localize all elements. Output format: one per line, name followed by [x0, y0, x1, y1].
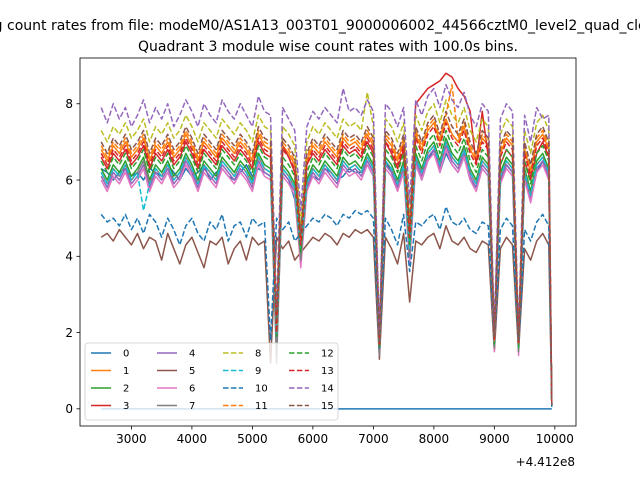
legend-entry-0: 0 [91, 349, 129, 360]
legend-label: 14 [321, 384, 334, 395]
legend-label: 6 [189, 384, 195, 395]
axes: 3000 4000 5000 6000 7000 8000 9000 10000 0 2 4 6 8 [65, 57, 577, 446]
legend-entry-6: 6 [157, 384, 195, 395]
legend-label: 4 [189, 349, 195, 360]
series-line-8 [100, 91, 553, 406]
series-line-9 [100, 141, 553, 406]
legend-label: 7 [189, 401, 195, 412]
legend-label: 15 [321, 401, 334, 412]
legend-label: 10 [255, 384, 268, 395]
legend-label: 3 [123, 401, 129, 412]
legend-label: 9 [255, 366, 261, 377]
figure-suptitle: Plotting count rates from file: modeM0/A… [0, 18, 640, 34]
legend-entry-15: 15 [289, 401, 334, 412]
legend-entry-10: 10 [223, 384, 268, 395]
y-tick-label: 2 [65, 326, 73, 340]
chart-title: Quadrant 3 module wise count rates with … [138, 39, 518, 55]
axes-frame [79, 57, 577, 427]
series-line-15 [100, 110, 553, 406]
x-tick-label: 7000 [358, 432, 389, 446]
series-line-3 [100, 72, 553, 406]
series-line-6 [100, 148, 553, 406]
x-axis-offset-label: +4.412e8 [516, 455, 575, 469]
series-line-1 [100, 118, 553, 406]
legend-entry-4: 4 [157, 349, 195, 360]
legend-entry-1: 1 [91, 366, 129, 377]
x-tick-label: 4000 [177, 432, 208, 446]
series-line-4 [100, 144, 553, 406]
legend-label: 2 [123, 384, 129, 395]
legend-label: 8 [255, 349, 261, 360]
x-tick-label: 5000 [237, 432, 268, 446]
y-tick-label: 8 [65, 97, 73, 111]
legend-label: 11 [255, 401, 268, 412]
legend-label: 1 [123, 366, 129, 377]
series-line-10 [100, 205, 553, 406]
legend-label: 5 [189, 366, 195, 377]
legend-entry-3: 3 [91, 401, 129, 412]
x-tick-label: 10000 [536, 432, 574, 446]
legend-box [84, 342, 339, 421]
x-tick-label: 6000 [298, 432, 329, 446]
legend-entry-11: 11 [223, 401, 268, 412]
series-line-2 [100, 137, 553, 406]
legend-entry-14: 14 [289, 384, 334, 395]
series-line-13 [100, 122, 553, 406]
y-tick-label: 6 [65, 173, 73, 187]
legend-label: 0 [123, 349, 129, 360]
legend-entry-9: 9 [223, 366, 261, 377]
legend-entry-12: 12 [289, 349, 334, 360]
x-tick-label: 8000 [419, 432, 450, 446]
y-tick-label: 0 [65, 402, 73, 416]
x-tick-label: 3000 [116, 432, 147, 446]
legend-entry-7: 7 [157, 401, 195, 412]
legend-label: 13 [321, 366, 334, 377]
series-line-14 [100, 83, 553, 406]
series-lines [100, 72, 553, 410]
legend-entry-8: 8 [223, 349, 261, 360]
legend-entry-2: 2 [91, 384, 129, 395]
series-line-11 [100, 83, 553, 406]
x-tick-label: 9000 [479, 432, 510, 446]
series-line-12 [100, 129, 553, 406]
y-tick-label: 4 [65, 250, 73, 264]
legend-entry-5: 5 [157, 366, 195, 377]
legend-entry-13: 13 [289, 366, 334, 377]
series-line-5 [100, 225, 553, 406]
legend-label: 12 [321, 349, 334, 360]
plot-area [100, 72, 553, 410]
